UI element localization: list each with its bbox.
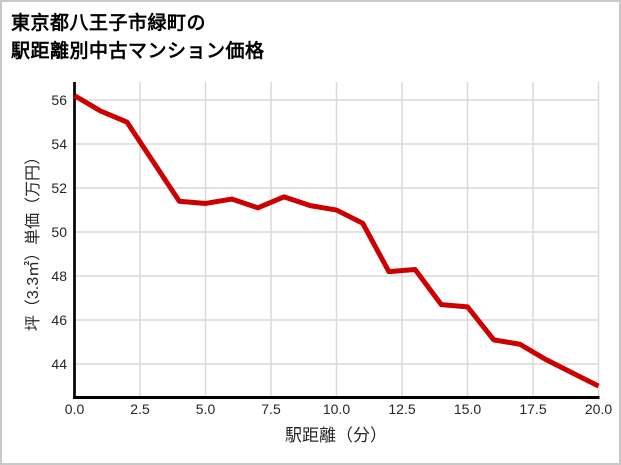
y-tick-label: 44 — [51, 356, 67, 372]
y-tick-label: 54 — [51, 136, 67, 152]
y-tick-label: 48 — [51, 268, 67, 284]
price-line — [73, 93, 600, 389]
chart-title-line2: 駅距離別中古マンション価格 — [11, 41, 265, 62]
x-tick-label: 0.0 — [65, 401, 85, 417]
x-tick-label: 7.5 — [261, 401, 281, 417]
chart-title-line1: 東京都八王子市緑町の — [11, 13, 207, 34]
x-tick-label: 5.0 — [196, 401, 216, 417]
x-tick-label: 2.5 — [130, 401, 150, 417]
x-tick-label: 17.5 — [519, 401, 546, 417]
y-axis-label: 坪（3.3㎡）単価（万円） — [25, 148, 42, 332]
y-tick-label: 52 — [51, 180, 67, 196]
x-tick-label: 15.0 — [454, 401, 481, 417]
x-tick-label: 12.5 — [388, 401, 415, 417]
y-tick-label: 56 — [51, 92, 67, 108]
x-tick-label: 10.0 — [323, 401, 350, 417]
x-tick-label: 20.0 — [585, 401, 612, 417]
chart-title: 東京都八王子市緑町の 駅距離別中古マンション価格 — [11, 10, 265, 66]
y-tick-label: 50 — [51, 224, 67, 240]
y-tick-label: 46 — [51, 312, 67, 328]
x-axis-label: 駅距離（分） — [285, 426, 387, 445]
